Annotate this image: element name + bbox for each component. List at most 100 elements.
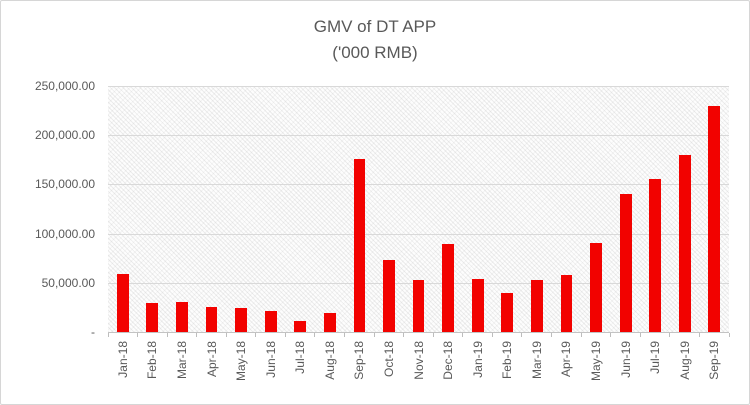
x-tick-label: Apr-19 xyxy=(559,341,574,378)
x-tick-label: Aug-18 xyxy=(322,341,337,380)
bar-Jun-19 xyxy=(619,194,632,332)
x-label-slot: Jun-19 xyxy=(611,341,641,399)
axis-tick-mark xyxy=(698,333,700,337)
x-tick-label: Jul-19 xyxy=(648,341,663,374)
bar-slot xyxy=(197,86,227,332)
x-label-slot: Jul-19 xyxy=(640,341,670,399)
x-tick-label: Feb-19 xyxy=(500,341,515,380)
bar-Apr-18 xyxy=(205,307,218,332)
x-label-slot: May-18 xyxy=(226,341,256,399)
bar-slot xyxy=(611,86,641,332)
bar-slot xyxy=(138,86,168,332)
x-label-slot: Nov-18 xyxy=(404,341,434,399)
x-tick-label: Jul-18 xyxy=(293,341,308,374)
y-tick-label: - xyxy=(91,325,95,339)
x-label-slot: Mar-18 xyxy=(167,341,197,399)
y-tick-label: 100,000.00 xyxy=(34,226,95,241)
bar-Mar-19 xyxy=(530,279,543,332)
x-label-slot: Apr-18 xyxy=(197,341,227,399)
axis-tick-mark xyxy=(669,333,671,337)
x-tick-label: Jun-19 xyxy=(618,341,633,378)
axis-tick-mark xyxy=(225,333,227,337)
bar-Nov-18 xyxy=(412,279,425,332)
x-tick-label: Apr-18 xyxy=(204,341,219,378)
x-label-slot: Mar-19 xyxy=(522,341,552,399)
x-label-slot: Feb-19 xyxy=(493,341,523,399)
y-tick-label: 200,000.00 xyxy=(34,128,95,143)
x-label-slot: Oct-18 xyxy=(374,341,404,399)
y-tick-label: 50,000.00 xyxy=(41,275,95,290)
chart-title: GMV of DT APP ('000 RMB) xyxy=(1,14,749,66)
bar-Sep-18 xyxy=(353,158,366,332)
bar-slot xyxy=(463,86,493,332)
x-label-slot: Apr-19 xyxy=(552,341,582,399)
bar-Jan-19 xyxy=(471,278,484,332)
bar-slot xyxy=(374,86,404,332)
bar-Jul-19 xyxy=(649,178,662,332)
axis-tick-mark xyxy=(284,333,286,337)
axis-tick-mark xyxy=(314,333,316,337)
bar-Aug-18 xyxy=(323,313,336,332)
y-axis: 250,000.00 200,000.00 150,000.00 100,000.00… xyxy=(1,79,95,339)
axis-tick-mark xyxy=(610,333,612,337)
bar-slot xyxy=(670,86,700,332)
plot-area xyxy=(108,86,729,333)
x-label-slot: Dec-18 xyxy=(433,341,463,399)
x-tick-label: Oct-18 xyxy=(381,341,396,378)
axis-tick-mark xyxy=(255,333,257,337)
x-label-slot: Jan-19 xyxy=(463,341,493,399)
x-tick-label: Mar-19 xyxy=(529,341,544,380)
axis-tick-mark xyxy=(107,333,109,337)
x-label-slot: Aug-19 xyxy=(670,341,700,399)
bar-slot xyxy=(315,86,345,332)
x-label-slot: Sep-18 xyxy=(345,341,375,399)
axis-tick-mark xyxy=(521,333,523,337)
x-label-slot: Jul-18 xyxy=(285,341,315,399)
x-label-slot: May-19 xyxy=(581,341,611,399)
bar-slot xyxy=(345,86,375,332)
x-tick-label: Mar-18 xyxy=(174,341,189,380)
axis-tick-mark xyxy=(551,333,553,337)
bar-slot xyxy=(226,86,256,332)
bar-Jun-18 xyxy=(264,311,277,332)
bar-slot xyxy=(256,86,286,332)
bar-slot xyxy=(108,86,138,332)
axis-tick-mark xyxy=(432,333,434,337)
bar-slot xyxy=(167,86,197,332)
axis-tick-mark xyxy=(728,333,730,337)
axis-tick-mark xyxy=(166,333,168,337)
axis-tick-mark xyxy=(196,333,198,337)
bar-slot xyxy=(285,86,315,332)
bar-slot xyxy=(700,86,730,332)
axis-tick-mark xyxy=(580,333,582,337)
bar-Oct-18 xyxy=(383,260,395,332)
bar-Feb-18 xyxy=(146,303,159,332)
y-tick-label: 250,000.00 xyxy=(34,79,95,93)
x-label-slot: Jan-18 xyxy=(108,341,138,399)
x-tick-label: Feb-18 xyxy=(145,341,160,380)
x-tick-label: Dec-18 xyxy=(441,341,456,380)
bar-slot xyxy=(640,86,670,332)
bar-Feb-19 xyxy=(501,292,514,332)
x-tick-label: May-19 xyxy=(589,341,604,382)
axis-tick-mark xyxy=(639,333,641,337)
gridline xyxy=(108,184,729,186)
bars xyxy=(108,86,729,332)
axis-tick-mark xyxy=(462,333,464,337)
x-label-slot: Jun-18 xyxy=(256,341,286,399)
bar-slot xyxy=(522,86,552,332)
bar-Jan-18 xyxy=(116,273,129,332)
x-ticks xyxy=(107,333,730,338)
x-tick-label: Jan-18 xyxy=(115,341,130,378)
chart-title-line1: GMV of DT APP xyxy=(313,17,437,36)
gridline xyxy=(108,233,729,235)
bar-Sep-19 xyxy=(708,105,721,332)
bar-May-19 xyxy=(590,243,602,332)
bar-slot xyxy=(552,86,582,332)
x-label-slot: Sep-19 xyxy=(700,341,730,399)
axis-tick-mark xyxy=(344,333,346,337)
x-label-slot: Aug-18 xyxy=(315,341,345,399)
bar-May-18 xyxy=(235,308,248,332)
gridline xyxy=(108,135,729,137)
